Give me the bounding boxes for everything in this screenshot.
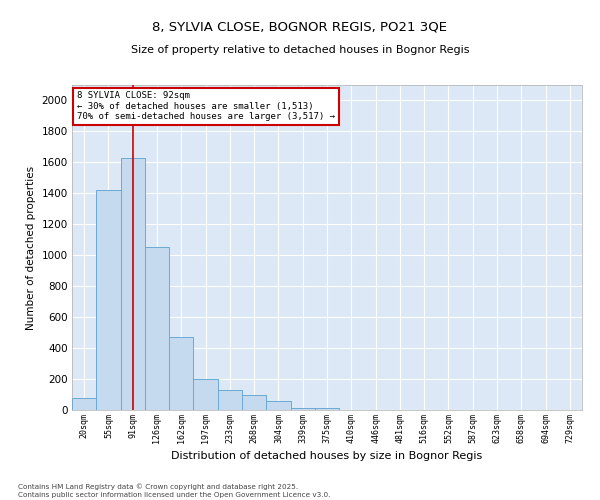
Bar bbox=[96, 190, 121, 410]
Bar bbox=[266, 402, 290, 410]
Text: 8 SYLVIA CLOSE: 92sqm
← 30% of detached houses are smaller (1,513)
70% of semi-d: 8 SYLVIA CLOSE: 92sqm ← 30% of detached … bbox=[77, 92, 335, 122]
Bar bbox=[169, 338, 193, 410]
Bar bbox=[218, 390, 242, 410]
Bar bbox=[72, 398, 96, 410]
Bar bbox=[121, 158, 145, 410]
Y-axis label: Number of detached properties: Number of detached properties bbox=[26, 166, 36, 330]
Text: Size of property relative to detached houses in Bognor Regis: Size of property relative to detached ho… bbox=[131, 45, 469, 55]
Text: Contains HM Land Registry data © Crown copyright and database right 2025.
Contai: Contains HM Land Registry data © Crown c… bbox=[18, 484, 331, 498]
Bar bbox=[193, 379, 218, 410]
Bar bbox=[290, 408, 315, 410]
X-axis label: Distribution of detached houses by size in Bognor Regis: Distribution of detached houses by size … bbox=[172, 451, 482, 461]
Bar bbox=[315, 408, 339, 410]
Bar bbox=[242, 394, 266, 410]
Text: 8, SYLVIA CLOSE, BOGNOR REGIS, PO21 3QE: 8, SYLVIA CLOSE, BOGNOR REGIS, PO21 3QE bbox=[152, 20, 448, 33]
Bar bbox=[145, 248, 169, 410]
